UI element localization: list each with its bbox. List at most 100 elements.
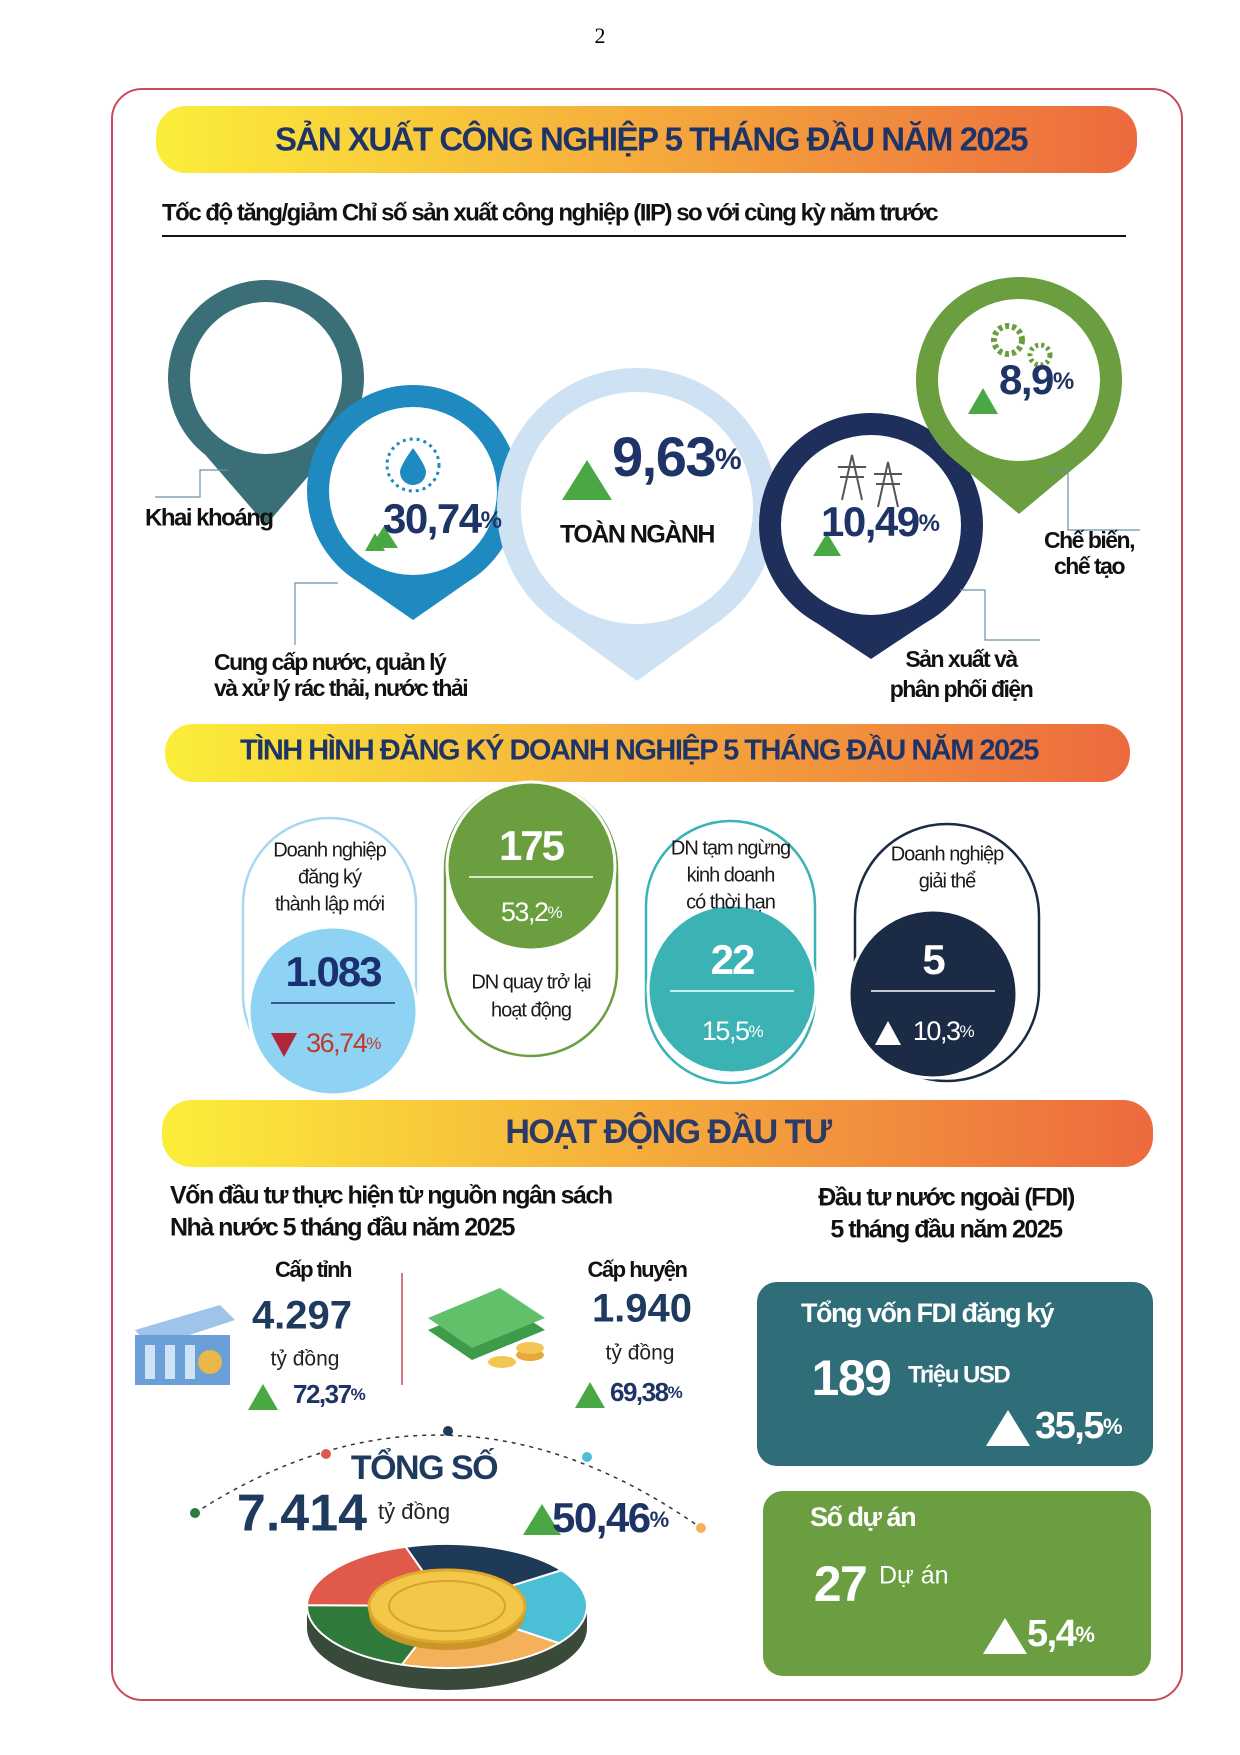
unit: % xyxy=(1103,1414,1122,1439)
unit: % xyxy=(481,507,502,534)
dot xyxy=(582,1452,592,1462)
card-disc xyxy=(247,925,419,1097)
value: 10,49 xyxy=(821,498,919,545)
card-value: 27 xyxy=(814,1556,867,1612)
leader-line xyxy=(294,582,338,645)
card-unit: Dự án xyxy=(879,1562,949,1590)
leader-line xyxy=(155,469,228,498)
down-arrow xyxy=(271,1033,297,1057)
card-value: 189 xyxy=(812,1350,891,1406)
section-title: HOẠT ĐỘNG ĐẦU TƯ xyxy=(505,1112,833,1151)
value: 72,37 xyxy=(293,1379,352,1409)
unit: % xyxy=(366,1034,381,1053)
heading: Vốn đầu tư thực hiện từ nguồn ngân sách xyxy=(170,1182,612,1210)
pin-hole xyxy=(781,435,961,615)
card-label: Doanh nghiệp xyxy=(273,839,386,861)
total-value: 7.414 xyxy=(237,1485,367,1543)
sector-label: phân phối điện xyxy=(890,676,1033,702)
leader-line xyxy=(960,589,1040,641)
heading: 5 tháng đầu năm 2025 xyxy=(830,1216,1063,1244)
change: 69,38% xyxy=(610,1377,683,1407)
unit: % xyxy=(668,1383,683,1402)
unit: tỷ đồng xyxy=(606,1342,675,1365)
value: 8,9 xyxy=(999,356,1053,403)
sector-label: TOÀN NGÀNH xyxy=(560,520,714,549)
sector-value: 30,74% xyxy=(383,495,502,542)
dot xyxy=(696,1523,706,1533)
value: 69,38 xyxy=(610,1377,669,1407)
total-label: TỔNG SỐ xyxy=(351,1448,498,1487)
frame xyxy=(111,88,1183,1701)
coin-donut xyxy=(305,1543,588,1690)
card-value: 1.083 xyxy=(285,948,381,995)
unit: tỷ đồng xyxy=(271,1348,340,1371)
pin-hole xyxy=(938,299,1100,461)
fdi-card xyxy=(763,1491,1151,1676)
coin-inner xyxy=(388,1580,506,1632)
up-arrow xyxy=(968,388,998,414)
up-arrow xyxy=(575,1382,605,1408)
water-icon xyxy=(385,437,441,493)
sector-label: và xử lý rác thải, nước thải xyxy=(214,675,467,701)
gear-icon xyxy=(991,323,1025,357)
card-label: đăng ký xyxy=(298,866,362,888)
unit: % xyxy=(748,1022,763,1041)
up-arrow xyxy=(986,1410,1030,1446)
gear-icon xyxy=(1027,342,1053,368)
business-cards: Doanh nghiệp đăng ký thành lập mới 1.083 36,… xyxy=(241,780,1041,1097)
pylon-icon xyxy=(874,461,902,508)
arc xyxy=(194,1434,702,1529)
value: 1.940 xyxy=(592,1287,692,1331)
up-arrow xyxy=(813,533,841,556)
banner xyxy=(165,724,1130,782)
change: 72,37% xyxy=(293,1379,366,1409)
value: 50,46 xyxy=(552,1494,650,1541)
card-change: 10,3% xyxy=(913,1016,975,1046)
unit: % xyxy=(959,1022,974,1041)
value: 30,74 xyxy=(383,495,483,542)
unit: % xyxy=(1053,368,1074,395)
card-disc xyxy=(445,780,617,952)
value: 36,74 xyxy=(306,1028,368,1058)
value: 9,63 xyxy=(612,425,715,488)
card-label: có thời hạn xyxy=(686,891,775,913)
sector-label: Chế biến, xyxy=(1044,527,1134,553)
card-label: giải thể xyxy=(919,870,976,892)
unit: % xyxy=(351,1385,366,1404)
card-label: hoạt động xyxy=(491,999,571,1021)
card-value: 5 xyxy=(922,936,945,983)
card-change: 35,5% xyxy=(1035,1405,1122,1447)
up-arrow xyxy=(248,1384,278,1410)
sector-value: 8,9% xyxy=(999,356,1074,403)
dot xyxy=(190,1508,200,1518)
section-title: SẢN XUẤT CÔNG NGHIỆP 5 THÁNG ĐẦU NĂM 202… xyxy=(275,120,1028,158)
unit: % xyxy=(715,443,741,476)
card-value: 22 xyxy=(711,936,754,983)
card-disc xyxy=(646,903,818,1075)
up-arrow xyxy=(983,1618,1027,1654)
card-unit: Triệu USD xyxy=(908,1361,1010,1388)
change: 50,46% xyxy=(552,1494,669,1541)
value: 5,4 xyxy=(1027,1613,1077,1655)
value: 53,2 xyxy=(501,897,548,927)
sector-label: Khai khoáng xyxy=(145,504,273,531)
unit: % xyxy=(547,903,562,922)
card-change: 15,5% xyxy=(702,1016,764,1046)
card-change: 36,74% xyxy=(306,1028,381,1058)
heading: Đầu tư nước ngoài (FDI) xyxy=(818,1184,1075,1212)
leader-line xyxy=(1048,469,1140,531)
up-arrow xyxy=(875,1021,901,1045)
sector-label: Sản xuất và xyxy=(905,646,1018,672)
banner xyxy=(162,1100,1153,1167)
subtitle: Tốc độ tăng/giảm Chỉ số sản xuất công ng… xyxy=(162,199,938,226)
label: Cấp tỉnh xyxy=(275,1257,352,1282)
card-value: 175 xyxy=(499,822,565,869)
card-label: thành lập mới xyxy=(275,893,385,915)
fdi-card xyxy=(757,1282,1153,1466)
sector-label: chế tạo xyxy=(1054,553,1125,579)
sector-label: Cung cấp nước, quản lý xyxy=(214,649,447,675)
card-label: kinh doanh xyxy=(687,864,775,886)
water-icon xyxy=(400,448,426,485)
card-label: Tổng vốn FDI đăng ký xyxy=(801,1298,1054,1328)
